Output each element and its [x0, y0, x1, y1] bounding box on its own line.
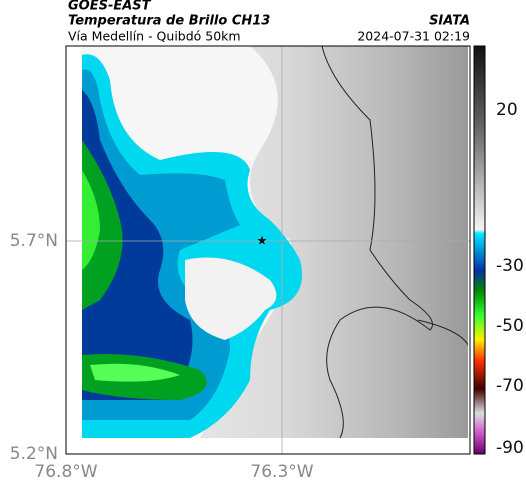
title: Temperatura de Brillo CH13 — [68, 14, 270, 29]
colorbar — [473, 45, 486, 455]
agency: SIATA — [429, 14, 470, 29]
lon-label: 76.3°W — [250, 462, 313, 482]
colorbar-tick: -50 — [496, 316, 524, 336]
subtitle: Vía Medellín - Quibdó 50km — [68, 29, 241, 44]
colorbar-tick: -70 — [496, 376, 524, 396]
satellite: GOES-EAST — [68, 0, 152, 14]
colorbar-tick: -30 — [496, 256, 524, 276]
lon-label: 76.8°W — [34, 462, 97, 482]
lat-label: 5.2°N — [10, 444, 58, 464]
colorbar-tick: 20 — [496, 100, 518, 120]
datetime: 2024-07-31 02:19 — [357, 29, 470, 44]
lat-label: 5.7°N — [10, 231, 58, 251]
colorbar-tick: -90 — [496, 438, 524, 458]
svg-text:★: ★ — [257, 234, 268, 248]
imagery — [82, 46, 468, 438]
